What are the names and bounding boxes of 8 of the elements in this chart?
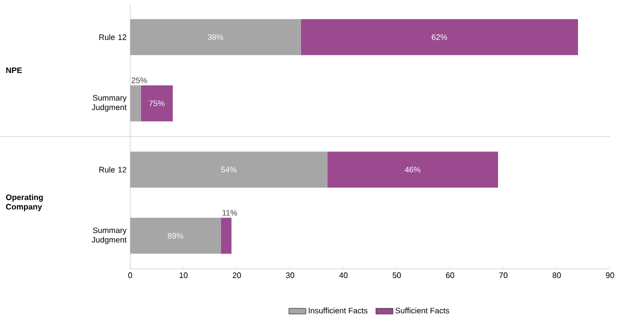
bar bbox=[300, 19, 578, 56]
bar bbox=[130, 19, 301, 56]
bar bbox=[130, 152, 328, 188]
bar bbox=[130, 218, 221, 254]
bar bbox=[140, 85, 173, 122]
bar bbox=[327, 152, 498, 188]
bar bbox=[220, 218, 232, 254]
bar bbox=[130, 85, 141, 122]
